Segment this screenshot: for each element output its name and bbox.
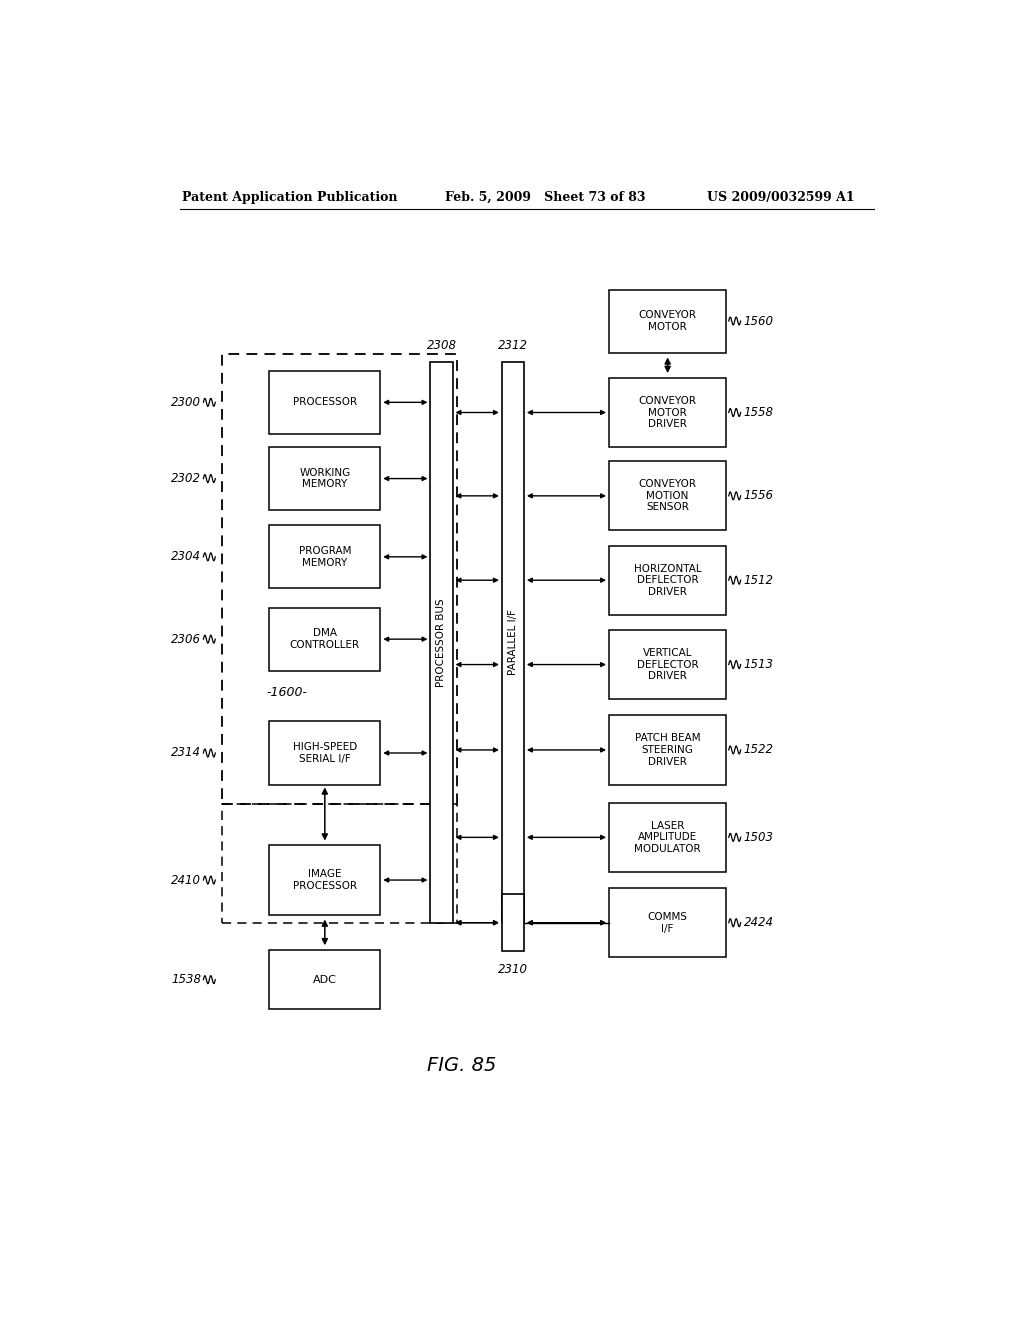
Text: ADC: ADC	[313, 974, 337, 985]
Bar	[609, 630, 726, 700]
Bar	[269, 525, 380, 589]
Bar	[269, 950, 380, 1008]
Bar	[609, 888, 726, 957]
Bar	[502, 894, 524, 952]
Text: 1503: 1503	[743, 830, 774, 843]
Text: PROCESSOR BUS: PROCESSOR BUS	[436, 598, 446, 686]
Text: 2306: 2306	[171, 632, 201, 645]
Text: PATCH BEAM
STEERING
DRIVER: PATCH BEAM STEERING DRIVER	[635, 734, 700, 767]
Bar	[609, 803, 726, 873]
Text: 1560: 1560	[743, 314, 774, 327]
Text: 2304: 2304	[171, 550, 201, 564]
Text: 2308: 2308	[426, 338, 457, 351]
Text: US 2009/0032599 A1: US 2009/0032599 A1	[708, 190, 855, 203]
Text: CONVEYOR
MOTOR
DRIVER: CONVEYOR MOTOR DRIVER	[639, 396, 696, 429]
Bar	[221, 804, 458, 923]
Text: DMA
CONTROLLER: DMA CONTROLLER	[290, 628, 359, 649]
Text: 1556: 1556	[743, 490, 774, 503]
Text: LASER
AMPLITUDE
MODULATOR: LASER AMPLITUDE MODULATOR	[634, 821, 701, 854]
Text: FIG. 85: FIG. 85	[427, 1056, 496, 1074]
Text: 2300: 2300	[171, 396, 201, 409]
Text: Patent Application Publication: Patent Application Publication	[182, 190, 397, 203]
Text: -1600-: -1600-	[266, 685, 307, 698]
Text: Feb. 5, 2009   Sheet 73 of 83: Feb. 5, 2009 Sheet 73 of 83	[445, 190, 646, 203]
Bar	[221, 354, 458, 804]
Bar	[609, 289, 726, 352]
Text: 1513: 1513	[743, 659, 774, 671]
Text: IMAGE
PROCESSOR: IMAGE PROCESSOR	[293, 870, 357, 891]
Bar	[609, 715, 726, 784]
Text: 2410: 2410	[171, 874, 201, 887]
Text: 1522: 1522	[743, 743, 774, 756]
Text: HORIZONTAL
DEFLECTOR
DRIVER: HORIZONTAL DEFLECTOR DRIVER	[634, 564, 701, 597]
Text: 2310: 2310	[498, 964, 528, 977]
Bar	[269, 607, 380, 671]
Text: 2424: 2424	[743, 916, 774, 929]
Bar	[430, 362, 453, 923]
Text: 2302: 2302	[171, 473, 201, 484]
Text: VERTICAL
DEFLECTOR
DRIVER: VERTICAL DEFLECTOR DRIVER	[637, 648, 698, 681]
Bar	[269, 447, 380, 510]
Text: CONVEYOR
MOTOR: CONVEYOR MOTOR	[639, 310, 696, 331]
Bar	[609, 378, 726, 447]
Bar	[502, 362, 524, 923]
Text: 1538: 1538	[171, 973, 201, 986]
Text: CONVEYOR
MOTION
SENSOR: CONVEYOR MOTION SENSOR	[639, 479, 696, 512]
Bar	[269, 371, 380, 434]
Text: 2312: 2312	[498, 338, 528, 351]
Text: PARALLEL I/F: PARALLEL I/F	[508, 610, 518, 676]
Bar	[609, 461, 726, 531]
Text: WORKING
MEMORY: WORKING MEMORY	[299, 467, 350, 490]
Bar	[609, 545, 726, 615]
Text: PROGRAM
MEMORY: PROGRAM MEMORY	[299, 546, 351, 568]
Text: 1558: 1558	[743, 407, 774, 418]
Text: COMMS
I/F: COMMS I/F	[647, 912, 688, 933]
Bar	[269, 846, 380, 915]
Text: 1512: 1512	[743, 574, 774, 586]
Bar	[269, 722, 380, 784]
Text: 2314: 2314	[171, 747, 201, 759]
Text: PROCESSOR: PROCESSOR	[293, 397, 357, 408]
Text: HIGH-SPEED
SERIAL I/F: HIGH-SPEED SERIAL I/F	[293, 742, 357, 764]
